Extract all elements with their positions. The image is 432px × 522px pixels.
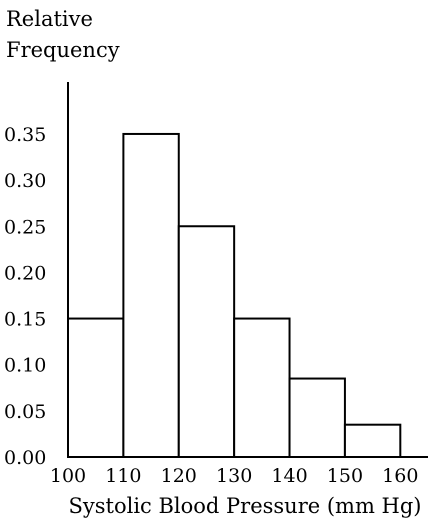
y-tick-label: 0.25 bbox=[4, 216, 46, 238]
y-tick-label: 0.30 bbox=[4, 170, 46, 192]
x-tick-label: 150 bbox=[327, 465, 363, 487]
x-tick-label: 140 bbox=[271, 465, 307, 487]
histogram-bar-100-110 bbox=[67, 317, 125, 458]
x-tick-labels: 100 110 120 130 140 150 160 bbox=[50, 465, 419, 487]
x-tick-label: 130 bbox=[216, 465, 252, 487]
y-axis-label-line-2: Frequency bbox=[6, 38, 120, 62]
y-tick-label: 0.35 bbox=[4, 124, 46, 146]
histogram-bar-120-130 bbox=[177, 225, 236, 458]
y-axis-label-line-1: Relative bbox=[6, 7, 93, 31]
x-tick-label: 100 bbox=[50, 465, 86, 487]
y-tick-label: 0.00 bbox=[4, 447, 46, 469]
y-tick-label: 0.05 bbox=[4, 401, 46, 423]
bars-group bbox=[67, 132, 402, 459]
histogram-bar-110-120 bbox=[122, 132, 180, 458]
y-tick-label: 0.20 bbox=[4, 262, 46, 284]
x-tick-label: 120 bbox=[161, 465, 197, 487]
y-tick-label: 0.15 bbox=[4, 309, 46, 331]
x-tick-label: 110 bbox=[105, 465, 141, 487]
y-tick-labels: 0.00 0.05 0.10 0.15 0.20 0.25 0.30 0.35 bbox=[4, 124, 46, 469]
histogram-bar-140-150 bbox=[288, 377, 346, 459]
histogram-bar-130-140 bbox=[233, 317, 291, 458]
x-axis-label: Systolic Blood Pressure (mm Hg) bbox=[69, 494, 422, 518]
histogram-bar-150-160 bbox=[343, 423, 402, 459]
y-tick-label: 0.10 bbox=[4, 355, 46, 377]
x-tick-label: 160 bbox=[382, 465, 418, 487]
